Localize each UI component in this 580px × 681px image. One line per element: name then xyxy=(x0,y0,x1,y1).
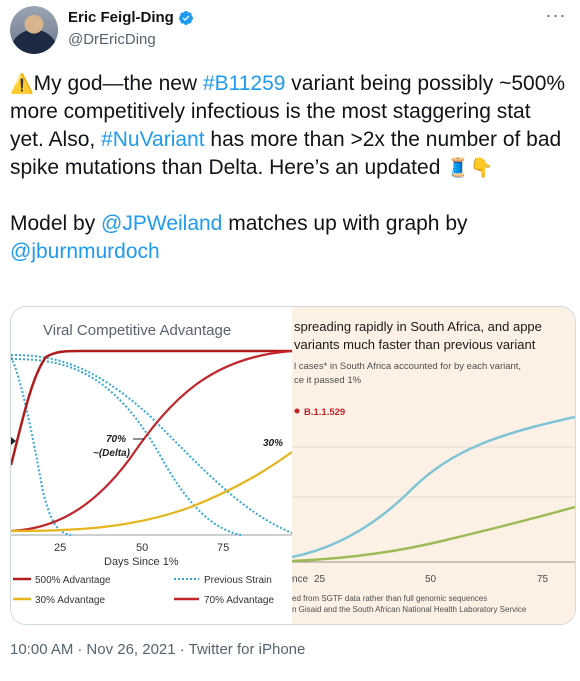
left-tick-50: 50 xyxy=(136,542,148,554)
text-segment: My god—the new xyxy=(33,72,203,95)
ellipsis-icon[interactable]: ··· xyxy=(545,5,567,25)
verified-badge-icon xyxy=(178,10,193,25)
tweet-date[interactable]: Nov 26, 2021 xyxy=(86,641,176,658)
text-segment: matches up with graph by xyxy=(222,212,468,235)
author-name-row[interactable]: Eric Feigl-Ding xyxy=(68,9,194,26)
right-chart-svg: spreading rapidly in South Africa, and a… xyxy=(291,319,575,614)
meta-separator: · xyxy=(179,641,185,658)
text-segment: has more than >2x the number of bad spik… xyxy=(10,128,562,179)
series-30-advantage xyxy=(11,451,293,533)
legend-70-label: 70% Advantage xyxy=(204,595,274,606)
annotation-left-arrow xyxy=(11,437,16,445)
left-chart-xlabel: Days Since 1% xyxy=(104,556,179,568)
left-chart-title: Viral Competitive Advantage xyxy=(43,322,231,339)
tweet-meta: 10:00 AM · Nov 26, 2021 · Twitter for iPhone xyxy=(10,641,305,658)
right-chart-title-line2: variants much faster than previous varia… xyxy=(294,337,536,352)
right-tick-50: 50 xyxy=(425,574,437,585)
spool-emoji: 🧵 xyxy=(446,157,470,179)
left-tick-75: 75 xyxy=(217,542,229,554)
right-source-line2: n Gisaid and the South African National … xyxy=(292,605,527,614)
right-tick-prefix: nce xyxy=(292,574,309,585)
series-previous-strain-a xyxy=(11,354,293,534)
left-chart-svg: Viral Competitive Advantage 70% ~(Delta)… xyxy=(11,322,293,606)
tweet-source[interactable]: Twitter for iPhone xyxy=(188,641,306,658)
series-previous-strain-b xyxy=(11,356,72,536)
tweet-time[interactable]: 10:00 AM xyxy=(10,641,74,658)
right-chart-subtitle-line2: ce it passed 1% xyxy=(294,375,362,386)
legend-30-label: 30% Advantage xyxy=(35,595,105,606)
series-previous-strain-c xyxy=(11,358,242,536)
right-tick-75: 75 xyxy=(537,574,549,585)
series-b11529-marker xyxy=(294,408,300,414)
left-tick-25: 25 xyxy=(54,542,66,554)
right-source-line1: ed from SGTF data rather than full genom… xyxy=(292,594,487,603)
right-chart-subtitle-line1: l cases* in South Africa accounted for b… xyxy=(294,361,521,372)
annotation-30: 30% xyxy=(263,438,283,449)
mention-jpweiland-link[interactable]: @JPWeiland xyxy=(101,212,223,235)
series-b11529-label: B.1.1.529 xyxy=(304,407,345,418)
tweet-paragraph-1: ⚠️My god—the new #B11259 variant being p… xyxy=(10,70,570,182)
media-image-right[interactable]: spreading rapidly in South Africa, and a… xyxy=(291,307,575,624)
meta-separator: · xyxy=(77,641,83,658)
series-500-advantage xyxy=(11,349,292,466)
series-other-line xyxy=(291,505,575,563)
pointing-down-emoji: 👇 xyxy=(469,157,494,179)
handle[interactable]: @DrEricDing xyxy=(68,31,156,48)
legend-prev-label: Previous Strain xyxy=(204,575,272,586)
right-tick-25: 25 xyxy=(314,574,326,585)
right-chart-title-line1: spreading rapidly in South Africa, and a… xyxy=(294,319,542,334)
series-b11529-line xyxy=(291,415,575,559)
tweet-paragraph-2: Model by @JPWeiland matches up with grap… xyxy=(10,210,570,266)
tweet-text: ⚠️My god—the new #B11259 variant being p… xyxy=(10,70,570,266)
avatar[interactable] xyxy=(10,6,58,54)
tweet-media[interactable]: Viral Competitive Advantage 70% ~(Delta)… xyxy=(10,306,576,625)
hashtag-nuvariant-link[interactable]: #NuVariant xyxy=(101,128,205,151)
warning-emoji: ⚠️ xyxy=(10,73,34,95)
mention-jburnmurdoch-link[interactable]: @jburnmurdoch xyxy=(10,240,160,263)
display-name[interactable]: Eric Feigl-Ding xyxy=(68,9,174,26)
media-image-left[interactable]: Viral Competitive Advantage 70% ~(Delta)… xyxy=(11,307,293,624)
text-segment: Model by xyxy=(10,212,102,235)
hashtag-b11259-link[interactable]: #B11259 xyxy=(202,72,286,95)
series-70-advantage xyxy=(11,349,293,533)
annotation-70-line1: 70% xyxy=(106,434,126,445)
legend-500-label: 500% Advantage xyxy=(35,575,111,586)
text-segment: variant being possibly ~500% more compet… xyxy=(10,72,566,151)
annotation-70-line2: ~(Delta) xyxy=(93,448,131,459)
